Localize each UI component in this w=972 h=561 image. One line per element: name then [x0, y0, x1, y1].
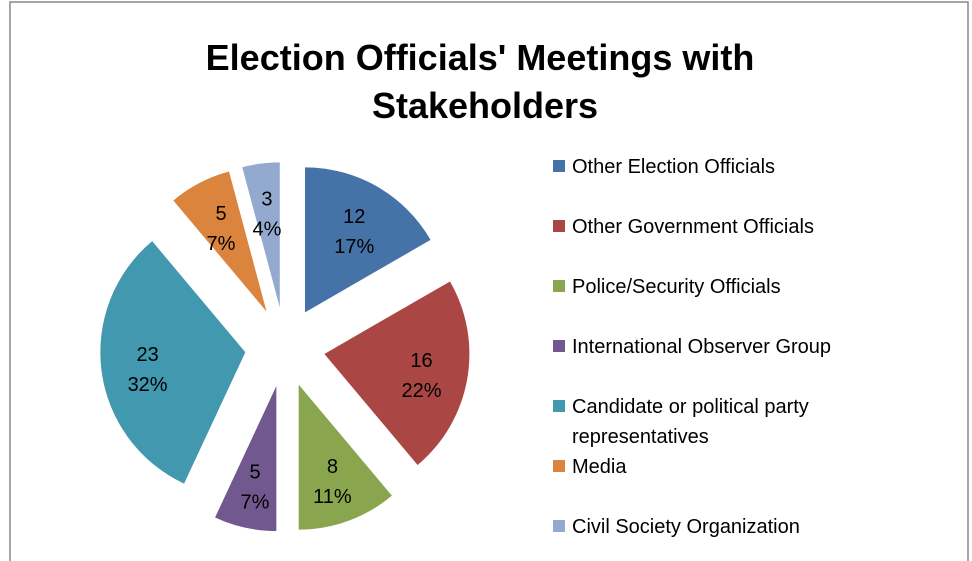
percent-label: 4%: [252, 219, 281, 241]
legend-label: Other Election Officials: [572, 156, 775, 178]
percent-label: 17%: [334, 236, 374, 258]
legend-swatch: [553, 460, 565, 472]
legend-swatch: [553, 160, 565, 172]
data-label: 16: [410, 350, 432, 372]
pie-slice: [242, 162, 280, 308]
chart-frame: [9, 1, 969, 561]
data-label: 8: [327, 456, 338, 478]
legend-label: Media: [572, 456, 627, 478]
legend-label: Candidate or political party representat…: [572, 396, 814, 448]
legend-swatch: [553, 280, 565, 292]
data-label: 12: [343, 206, 365, 228]
percent-label: 11%: [313, 486, 352, 508]
pie-slice: [215, 386, 277, 532]
chart-title: Election Officials' Meetings with Stakeh…: [206, 37, 765, 126]
legend-label: International Observer Group: [572, 336, 831, 358]
data-label: 3: [261, 189, 272, 211]
pie-slice: [173, 171, 267, 312]
percent-label: 7%: [207, 233, 236, 255]
legend-swatch: [553, 520, 565, 532]
data-label: 23: [136, 344, 158, 366]
pie-slice: [100, 241, 246, 484]
percent-label: 22%: [401, 380, 441, 402]
pie-slice: [324, 281, 470, 466]
legend-swatch: [553, 220, 565, 232]
legend-swatch: [553, 340, 565, 352]
data-label: 5: [215, 203, 226, 225]
pie-slice: [298, 384, 392, 530]
legend-label: Civil Society Organization: [572, 516, 800, 538]
legend-label: Police/Security Officials: [572, 276, 781, 298]
percent-label: 32%: [128, 374, 168, 396]
percent-label: 7%: [241, 491, 270, 513]
pie-slice: [305, 167, 431, 313]
legend-swatch: [553, 400, 565, 412]
data-label: 5: [249, 461, 260, 483]
legend-label: Other Government Officials: [572, 216, 814, 238]
